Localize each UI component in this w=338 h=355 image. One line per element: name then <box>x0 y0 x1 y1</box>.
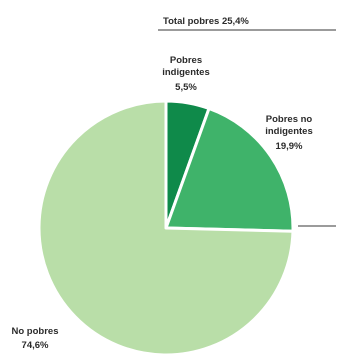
slice-label-pobres-no-indigentes: Pobres no indigentes 19,9% <box>265 114 313 152</box>
slice-label-no-pobres: No pobres 74,6% <box>12 326 59 351</box>
slice-label-line2: indigentes <box>162 67 210 78</box>
slice-label-line2: indigentes <box>265 126 313 137</box>
slice-label-line1: Pobres no <box>266 114 313 125</box>
slice-no-pobres <box>37 99 295 355</box>
slice-value-label: 19,9% <box>276 141 303 152</box>
pie-slices <box>37 99 295 355</box>
slice-pobres-no-indigentes <box>164 107 295 233</box>
slice-label-line1: No pobres <box>12 326 59 337</box>
slice-label-line1: Pobres <box>170 55 202 66</box>
slice-value-label: 5,5% <box>175 82 197 93</box>
slice-label-pobres-indigentes: Pobres indigentes 5,5% <box>162 55 210 93</box>
slice-value-label: 74,6% <box>22 340 49 351</box>
total-pobres-label: Total pobres 25,4% <box>163 16 249 27</box>
